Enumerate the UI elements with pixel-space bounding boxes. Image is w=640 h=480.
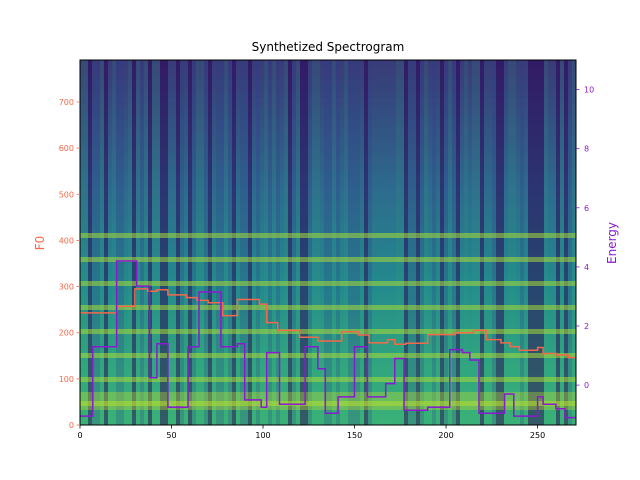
energy-tick-label: 0 — [584, 381, 589, 390]
energy-tick-label: 10 — [584, 86, 594, 95]
f0-tick-label: 600 — [59, 144, 74, 153]
energy-tick-label: 6 — [584, 204, 589, 213]
f0-tick-label: 100 — [59, 375, 74, 384]
f0-tick-label: 0 — [69, 421, 74, 430]
f0-tick-label: 700 — [59, 98, 74, 107]
energy-axis: 0 2 4 6 8 10 — [576, 86, 594, 390]
x-tick-label: 200 — [438, 431, 453, 440]
energy-tick-label: 4 — [584, 263, 589, 272]
spectrogram-heatmap — [80, 60, 576, 425]
energy-tick-label: 8 — [584, 145, 589, 154]
f0-tick-label: 400 — [59, 236, 74, 245]
x-tick-label: 50 — [166, 431, 176, 440]
x-tick-label: 150 — [347, 431, 362, 440]
x-tick-label: 250 — [530, 431, 545, 440]
f0-axis-label: F0 — [33, 236, 47, 251]
energy-tick-label: 2 — [584, 322, 589, 331]
f0-axis: 0 100 200 300 400 500 600 700 — [59, 98, 80, 430]
x-tick-label: 0 — [77, 431, 82, 440]
plot-frame — [79, 59, 577, 426]
energy-series-line — [80, 260, 576, 419]
chart-title: Synthetized Spectrogram — [252, 40, 405, 54]
f0-series-line — [80, 288, 576, 359]
x-axis: 0 50 100 150 200 250 — [77, 425, 545, 440]
x-tick-label: 100 — [255, 431, 270, 440]
energy-axis-label: Energy — [605, 222, 619, 264]
f0-tick-label: 200 — [59, 329, 74, 338]
f0-tick-label: 300 — [59, 283, 74, 292]
f0-tick-label: 500 — [59, 190, 74, 199]
